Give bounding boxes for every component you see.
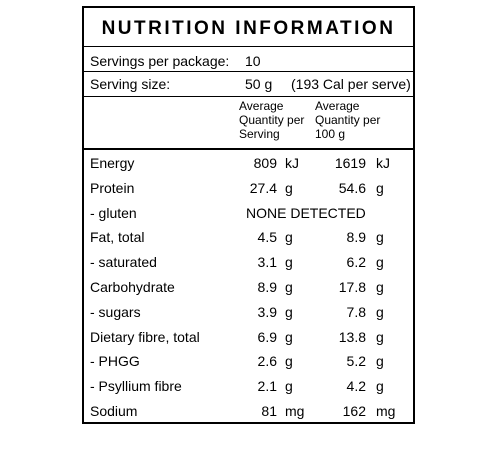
per100-unit: g [376, 254, 384, 271]
serving-value: 809 [253, 155, 277, 171]
serving-unit: g [285, 279, 293, 295]
panel-title: NUTRITION INFORMATION [101, 18, 396, 39]
serving-value: 6.9 [257, 328, 277, 345]
serving-value: 8.9 [257, 279, 277, 295]
serving-unit: g [285, 353, 293, 370]
serving-value: 2.6 [257, 353, 277, 370]
per100-unit: g [376, 353, 384, 370]
serving-size-note: (193 Cal per serve) [291, 76, 411, 92]
per100-value: 7.8 [346, 303, 366, 320]
nutrient-name: Protein [90, 179, 135, 196]
per100-unit: g [376, 279, 384, 295]
per100-unit: g [376, 328, 384, 345]
nutrient-name: Energy [90, 155, 135, 171]
divider [84, 71, 413, 72]
serving-size-label: Serving size: [90, 76, 171, 92]
serving-unit: g [285, 378, 293, 395]
per100-value: 6.2 [346, 254, 366, 271]
per100-value: 13.8 [338, 328, 366, 345]
header-per-100g: Average Quantity per 100 g [315, 99, 381, 141]
serving-value: 4.5 [257, 229, 277, 246]
serving-value: 3.9 [257, 303, 277, 320]
per100-unit: g [376, 303, 384, 320]
serving-unit: g [285, 328, 293, 345]
per100-unit: g [376, 179, 384, 196]
serving-unit: g [285, 179, 293, 196]
per100-value: 5.2 [346, 353, 366, 370]
per100-value: 17.8 [338, 279, 366, 295]
nutrition-panel: NUTRITION INFORMATION Servings per packa… [82, 6, 415, 424]
nutrient-name: - sugars [90, 303, 141, 320]
header-per-serving: Average Quantity per Serving [239, 99, 305, 141]
servings-label: Servings per package: [90, 53, 230, 69]
per100-unit: mg [376, 403, 396, 419]
serving-unit: g [285, 229, 293, 246]
per100-value: 8.9 [346, 229, 366, 246]
divider [84, 46, 413, 47]
serving-value: 81 [261, 403, 277, 419]
nutrient-name: - saturated [90, 254, 157, 271]
nutrient-name: Fat, total [90, 229, 145, 246]
nutrient-name: - Psyllium fibre [90, 378, 182, 395]
serving-value: 3.1 [257, 254, 277, 271]
divider-thick [84, 148, 413, 150]
serving-value: 2.1 [257, 378, 277, 395]
per100-value: 162 [342, 403, 366, 419]
per100-unit: kJ [376, 155, 390, 171]
nutrient-name: Dietary fibre, total [90, 328, 200, 345]
serving-unit: g [285, 303, 293, 320]
serving-unit: kJ [285, 155, 299, 171]
nutrient-span-text: NONE DETECTED [246, 204, 366, 221]
per100-unit: g [376, 229, 384, 246]
nutrient-name: - PHGG [90, 353, 140, 370]
nutrient-name: Carbohydrate [90, 279, 175, 295]
per100-unit: g [376, 378, 384, 395]
per100-value: 54.6 [338, 179, 366, 196]
serving-value: 27.4 [249, 179, 277, 196]
serving-unit: mg [285, 403, 305, 419]
divider [84, 96, 413, 97]
per100-value: 1619 [334, 155, 366, 171]
servings-value: 10 [245, 53, 261, 69]
nutrient-name: Sodium [90, 403, 138, 419]
nutrient-name: - gluten [90, 204, 137, 221]
serving-size-value: 50 g [245, 76, 273, 92]
per100-value: 4.2 [346, 378, 366, 395]
serving-unit: g [285, 254, 293, 271]
